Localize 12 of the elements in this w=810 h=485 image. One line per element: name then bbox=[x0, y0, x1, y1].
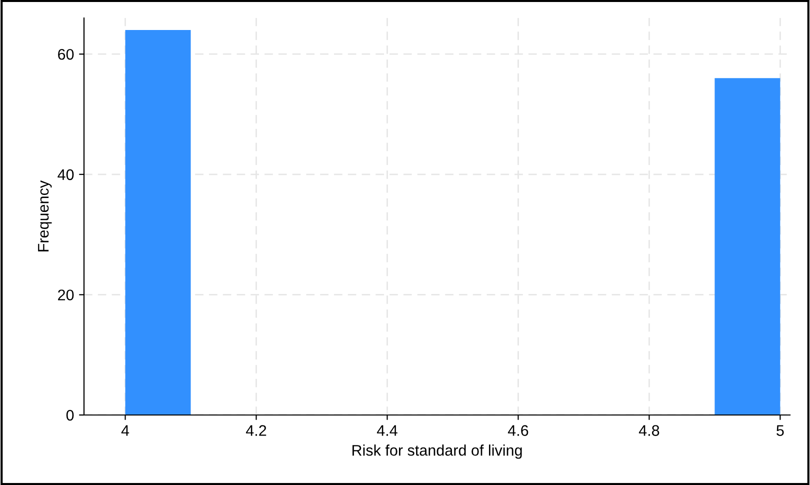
y-tick-label: 20 bbox=[58, 290, 74, 300]
x-axis-title: Risk for standard of living bbox=[352, 444, 522, 459]
x-tick-label: 4.8 bbox=[638, 425, 660, 436]
x-tick-label: 4.6 bbox=[508, 425, 528, 436]
x-tick-label: 4.2 bbox=[246, 425, 266, 436]
x-tick-label: 4 bbox=[121, 425, 130, 436]
y-axis-title: Frequency bbox=[38, 180, 52, 252]
y-tick-label: 0 bbox=[66, 410, 74, 421]
y-tick-label: 40 bbox=[58, 169, 74, 180]
x-tick-label: 4.4 bbox=[376, 425, 398, 436]
y-tick-label: 60 bbox=[58, 48, 74, 60]
x-tick-label: 5 bbox=[776, 425, 784, 436]
